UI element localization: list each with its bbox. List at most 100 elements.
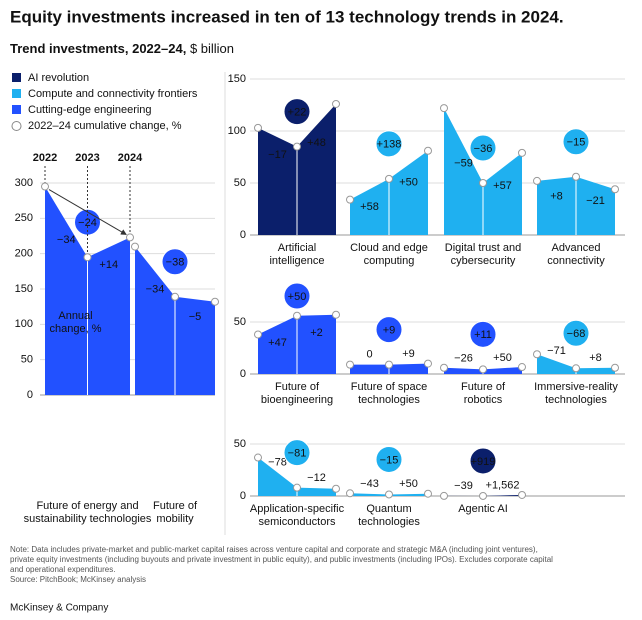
- legend-label: Compute and connectivity frontiers: [28, 88, 198, 100]
- point: [385, 174, 393, 183]
- point: [254, 453, 262, 462]
- point: [332, 310, 340, 319]
- point: [518, 363, 526, 372]
- cumulative-label: −36: [474, 143, 493, 155]
- change-label: −78: [268, 457, 287, 469]
- note: private equity investments (including bu…: [10, 555, 553, 564]
- trend-name: Digital trust and: [445, 242, 521, 254]
- change-label: +9: [402, 348, 415, 360]
- point: [293, 483, 301, 492]
- subtitle-bold: Trend investments, 2022–24,: [10, 41, 186, 56]
- point: [126, 233, 134, 242]
- cumulative-bubble: [375, 445, 403, 473]
- point: [83, 253, 92, 262]
- change-label: +58: [360, 201, 379, 213]
- y-tick-label: 50: [234, 438, 246, 450]
- area: [444, 108, 522, 235]
- cumulative-label: +11: [474, 329, 492, 341]
- point: [611, 363, 619, 372]
- point: [533, 176, 541, 185]
- point: [332, 99, 340, 108]
- trend-name: bioengineering: [261, 394, 333, 406]
- y-tick-label: 150: [15, 283, 33, 295]
- brand: McKinsey & Company: [10, 603, 108, 614]
- x-tick-label: 2024: [118, 152, 143, 164]
- cumulative-bubble: [375, 130, 403, 158]
- point: [254, 123, 262, 132]
- source: Source: PitchBook; McKinsey analysis: [10, 575, 146, 584]
- point: [611, 185, 619, 194]
- point: [424, 359, 432, 368]
- cumulative-label: +50: [288, 291, 307, 303]
- y-tick-label: 50: [234, 177, 246, 189]
- point: [479, 179, 487, 187]
- change-label: −43: [360, 478, 379, 490]
- point: [518, 490, 526, 499]
- change-label: −59: [454, 157, 473, 169]
- change-label: +50: [399, 478, 418, 490]
- trend-arrow: [48, 189, 127, 235]
- y-tick-label: 0: [240, 229, 246, 241]
- subtitle: Trend investments, 2022–24, $ billion: [10, 41, 234, 56]
- trend-name: connectivity: [547, 255, 605, 267]
- point: [293, 142, 301, 151]
- change-label: +57: [493, 180, 512, 192]
- point: [346, 195, 354, 204]
- change-label: −26: [454, 352, 473, 364]
- cumulative-label: −68: [567, 328, 586, 340]
- trend-name: Quantum: [366, 503, 411, 515]
- change-label: +8: [550, 191, 563, 203]
- y-tick-label: 0: [240, 368, 246, 380]
- cumulative-bubble: [283, 98, 311, 126]
- trend-name: mobility: [156, 513, 194, 525]
- trend-name: Future of space: [351, 381, 427, 393]
- change-label: +48: [307, 137, 326, 149]
- cumulative-bubble: [283, 439, 311, 467]
- area: [258, 457, 336, 496]
- change-label: −12: [307, 472, 326, 484]
- point: [41, 182, 49, 191]
- trend-name: Future of: [461, 381, 506, 393]
- point: [211, 297, 219, 306]
- trend-name: technologies: [358, 394, 420, 406]
- y-tick-label: 200: [15, 248, 33, 260]
- change-label: 0: [366, 349, 372, 361]
- cumulative-bubble: [283, 282, 311, 310]
- y-tick-label: 300: [15, 177, 33, 189]
- area: [444, 494, 522, 496]
- cumulative-bubble: [161, 248, 189, 276]
- point: [385, 360, 393, 369]
- change-label: +50: [399, 177, 418, 189]
- x-tick-label: 2022: [33, 152, 57, 164]
- point: [572, 364, 580, 373]
- cumulative-label: +138: [377, 139, 402, 151]
- annotation: Annual: [58, 310, 92, 322]
- y-tick-label: 50: [21, 354, 33, 366]
- trend-name: Advanced: [552, 242, 601, 254]
- cumulative-label: −15: [567, 137, 586, 149]
- legend-swatch: [12, 89, 21, 98]
- cumulative-label: −81: [288, 448, 307, 460]
- subtitle-unit: $ billion: [190, 41, 234, 56]
- legend-swatch: [12, 73, 21, 82]
- legend-swatch: [11, 121, 22, 131]
- y-tick-label: 100: [15, 318, 33, 330]
- trend-name: semiconductors: [258, 516, 336, 528]
- trend-name: Artificial: [278, 242, 317, 254]
- change-label: +8: [589, 352, 602, 364]
- cumulative-bubble: [375, 316, 403, 344]
- point: [440, 491, 448, 500]
- trend-name: Future of: [153, 500, 198, 512]
- cumulative-label: −38: [166, 257, 185, 269]
- y-tick-label: 100: [228, 125, 246, 137]
- trend-name: Immersive-reality: [534, 381, 618, 393]
- point: [293, 311, 301, 320]
- point: [346, 360, 354, 369]
- change-label: −17: [268, 149, 287, 161]
- y-tick-label: 0: [27, 389, 33, 401]
- point: [131, 242, 139, 251]
- point: [479, 491, 487, 500]
- trend-name: technologies: [358, 516, 420, 528]
- cumulative-label: +22: [288, 107, 307, 119]
